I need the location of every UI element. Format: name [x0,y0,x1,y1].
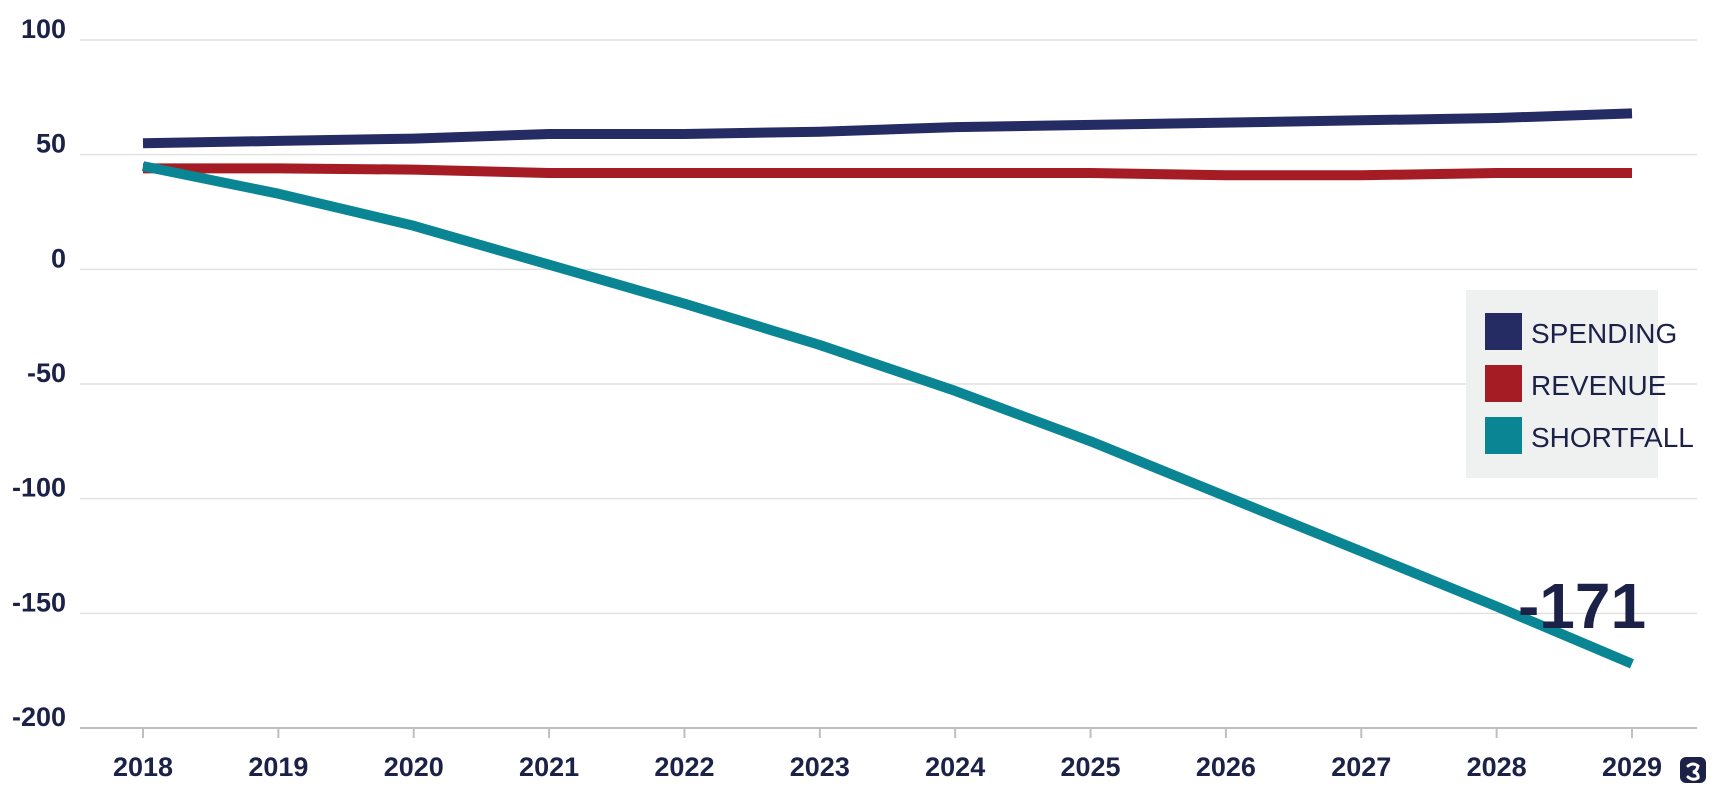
x-tick-label: 2028 [1467,752,1527,782]
legend-swatch-shortfall [1485,417,1522,454]
brand-logo-icon [1680,757,1706,783]
legend-label-revenue: REVENUE [1531,370,1666,401]
y-tick-label: -100 [12,473,66,503]
x-tick-label: 2024 [925,752,985,782]
x-tick-label: 2026 [1196,752,1256,782]
legend-swatch-revenue [1485,365,1522,402]
x-tick-label: 2020 [384,752,444,782]
x-tick-label: 2018 [113,752,173,782]
x-axis-tick-labels: 2018 2019 2020 2021 2022 2023 2024 2025 2026 2027… [113,752,1662,782]
x-axis-ticks [142,728,1633,738]
x-tick-label: 2019 [248,752,308,782]
y-tick-label: -50 [27,358,66,388]
legend-label-shortfall: SHORTFALL [1531,422,1694,453]
grid-lines [80,39,1697,614]
y-tick-label: 100 [21,14,66,44]
series-line-revenue [143,163,1632,181]
x-tick-label: 2022 [654,752,714,782]
y-axis-tick-labels: 100 50 0 -50 -100 -150 -200 [12,14,66,732]
series-line-shortfall [142,161,1634,669]
x-tick-label: 2021 [519,752,579,782]
x-tick-label: 2027 [1331,752,1391,782]
legend-swatch-spending [1485,313,1522,350]
x-tick-label: 2023 [790,752,850,782]
shortfall-end-value-label: -171 [1518,570,1646,642]
series-line-spending [142,108,1633,149]
legend: SPENDING REVENUE SHORTFALL [1466,290,1694,478]
y-tick-label: -150 [12,587,66,617]
x-tick-label: 2025 [1061,752,1121,782]
legend-label-spending: SPENDING [1531,318,1677,349]
y-tick-label: 50 [36,129,66,159]
series-lines [142,108,1634,669]
y-tick-label: 0 [51,243,66,273]
y-tick-label: -200 [12,702,66,732]
x-tick-label: 2029 [1602,752,1662,782]
